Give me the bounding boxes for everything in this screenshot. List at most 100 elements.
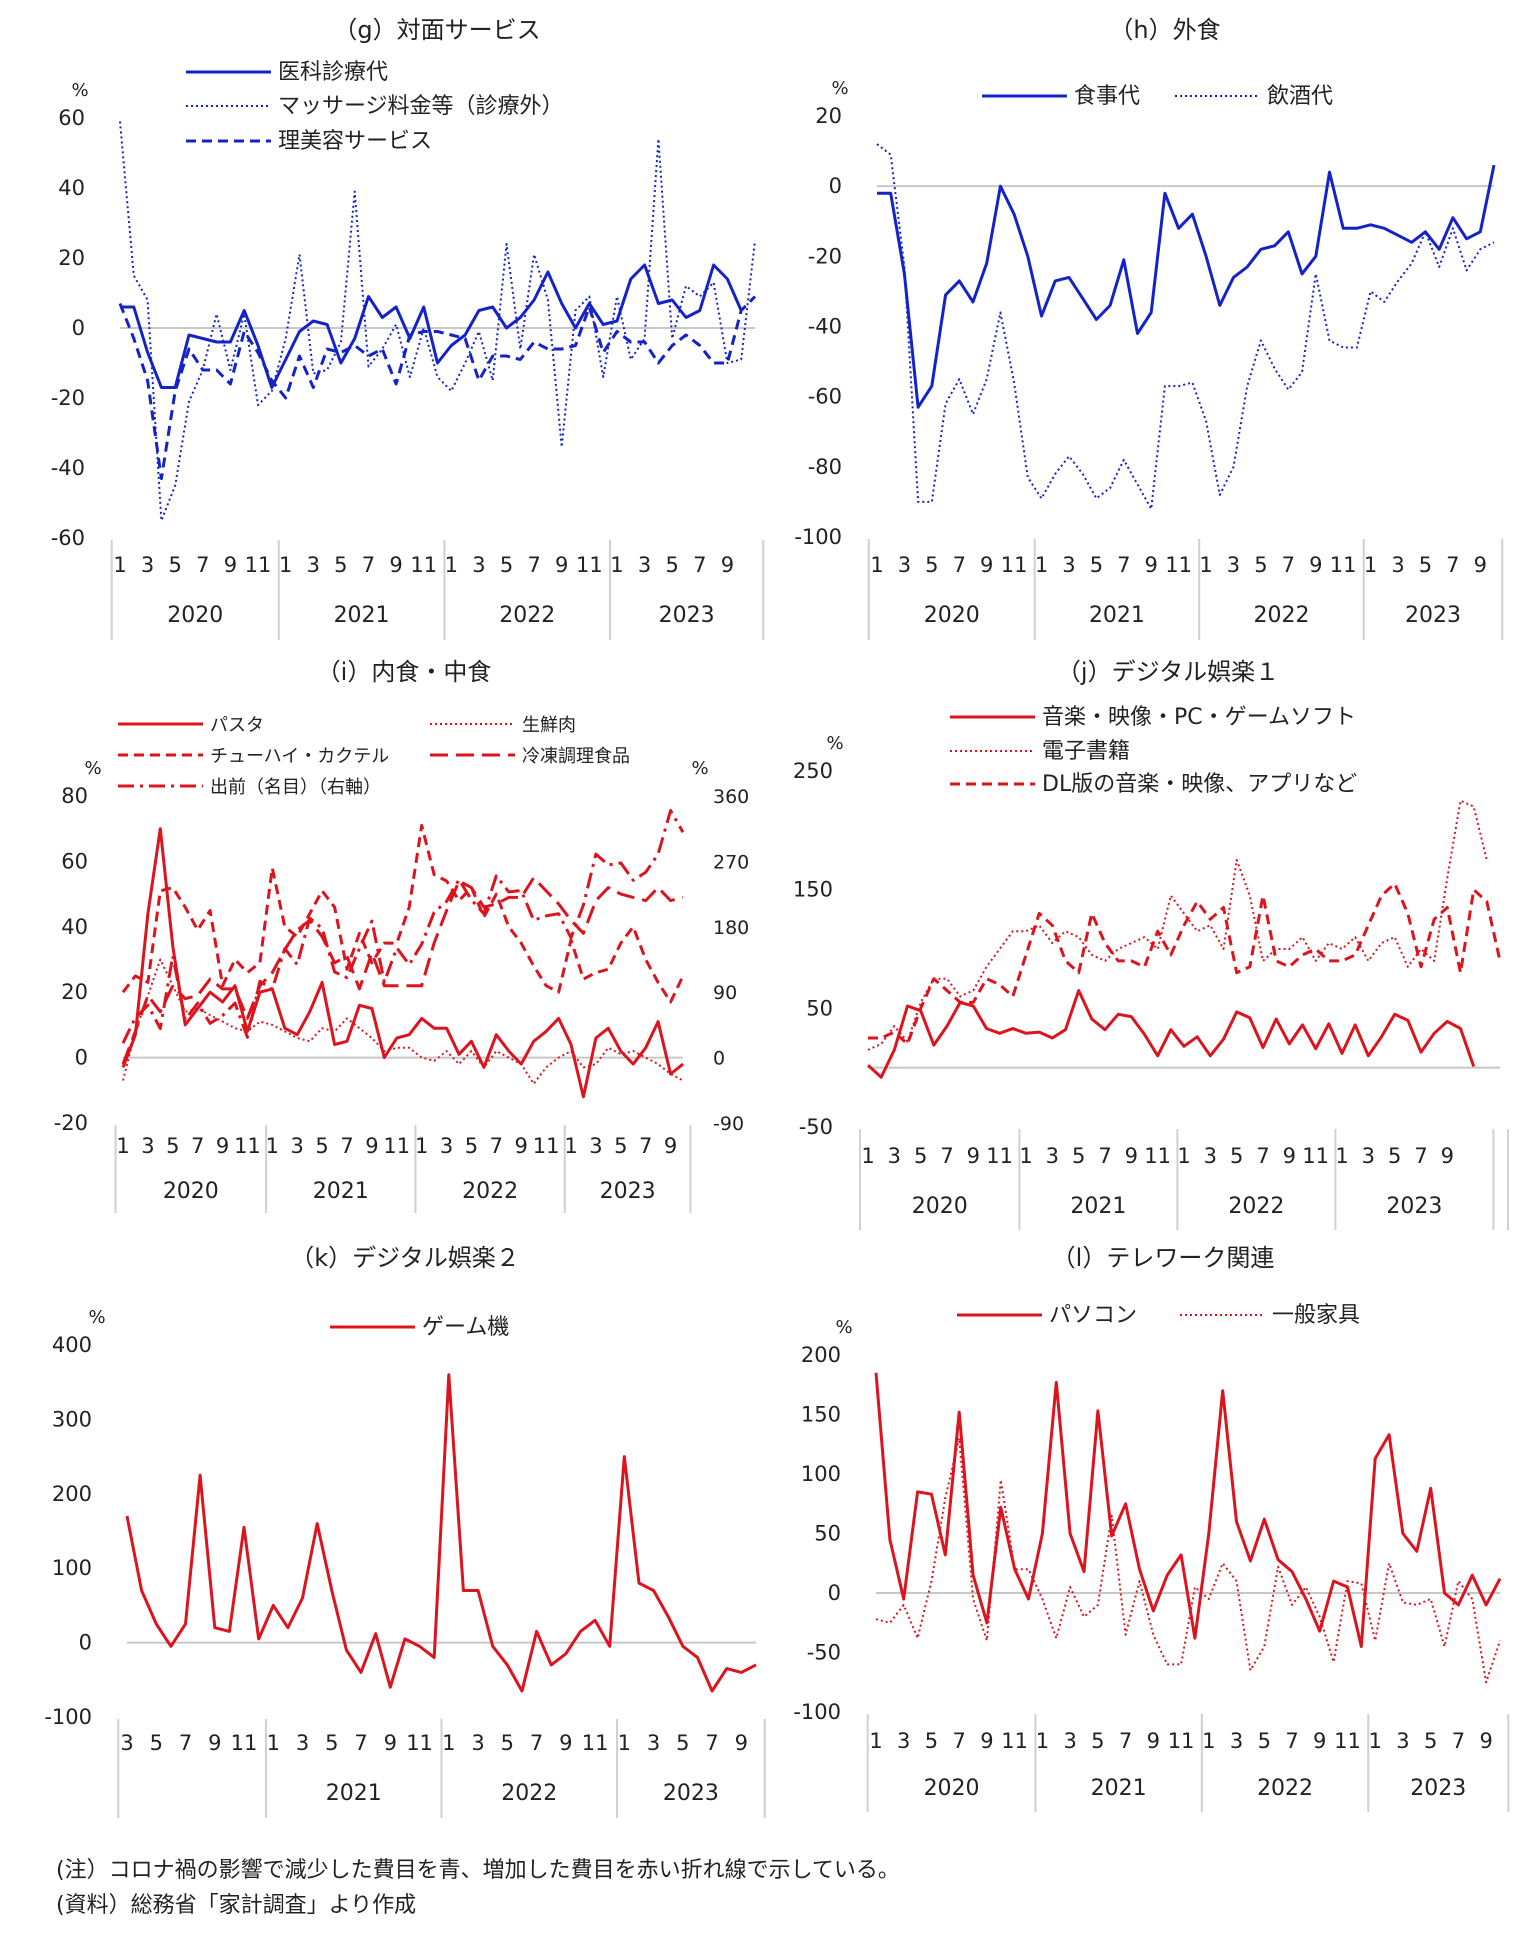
x-tick-label: 9 — [1313, 1729, 1326, 1753]
year-label: 2022 — [462, 1179, 518, 1204]
legend-label: 飲酒代 — [1267, 84, 1333, 109]
x-tick-label: 7 — [693, 553, 706, 577]
x-tick-label: 5 — [325, 1731, 338, 1755]
x-tick-label: 3 — [141, 553, 154, 577]
x-tick-label: 3 — [1063, 1729, 1076, 1753]
y-tick-label: 20 — [815, 104, 842, 128]
x-tick-label: 7 — [1256, 1144, 1269, 1168]
x-tick-label: 9 — [208, 1731, 221, 1755]
x-tick-label: 5 — [1419, 553, 1432, 577]
x-tick-label: 5 — [1388, 1144, 1401, 1168]
x-tick-label: 9 — [1479, 1729, 1492, 1753]
x-tick-label: 3 — [120, 1731, 133, 1755]
x-tick-label: 1 — [267, 1731, 280, 1755]
legend-label: 食事代 — [1074, 84, 1140, 109]
x-tick-label: 3 — [1230, 1729, 1243, 1753]
y-tick-label: 400 — [52, 1333, 92, 1357]
x-tick-label: 3 — [1391, 553, 1404, 577]
y-tick-label: 60 — [58, 106, 85, 130]
x-tick-label: 7 — [179, 1731, 192, 1755]
x-tick-label: 1 — [610, 553, 623, 577]
x-tick-label: 1 — [1177, 1144, 1190, 1168]
series-line-1 — [125, 1373, 757, 1693]
x-tick-label: 9 — [389, 553, 402, 577]
x-tick-label: 11 — [1001, 1729, 1028, 1753]
x-tick-label: 5 — [500, 553, 513, 577]
y-tick-label: -100 — [793, 1700, 841, 1724]
x-tick-label: 9 — [1309, 553, 1322, 577]
x-tick-label: 5 — [150, 1731, 163, 1755]
year-label: 2023 — [1386, 1194, 1442, 1219]
x-tick-label: 3 — [471, 1731, 484, 1755]
source-text: (資料）総務省「家計調査」より作成 — [56, 1893, 417, 1918]
y-tick-label: 100 — [52, 1556, 92, 1580]
y-tick-label: -60 — [51, 526, 85, 550]
year-label: 2020 — [924, 1776, 980, 1801]
x-tick-label: 11 — [1144, 1144, 1171, 1168]
legend-label: 理美容サービス — [278, 129, 432, 154]
y-tick-label: -20 — [54, 1111, 88, 1135]
x-tick-label: 5 — [914, 1144, 927, 1168]
x-tick-label: 3 — [647, 1731, 660, 1755]
y-tick-label: -100 — [44, 1705, 92, 1729]
chart-title: （g）対面サービス — [333, 16, 540, 44]
y-tick-label: 150 — [793, 878, 833, 902]
y-tick-label: 0 — [72, 316, 85, 340]
series-line-2 — [876, 143, 1495, 510]
x-tick-label: 1 — [870, 553, 883, 577]
y-tick-label: 60 — [61, 849, 88, 873]
chart-title: （j）デジタル娯楽１ — [1057, 658, 1279, 686]
year-label: 2023 — [659, 603, 715, 628]
x-tick-label: 5 — [166, 1134, 179, 1158]
x-tick-label: 11 — [582, 1731, 609, 1755]
y2-tick-label: 90 — [713, 982, 737, 1004]
x-tick-label: 9 — [980, 1729, 993, 1753]
x-tick-label: 11 — [1330, 553, 1357, 577]
chart-title: （h）外食 — [1109, 16, 1220, 44]
x-tick-label: 1 — [445, 553, 458, 577]
note-text: (注）コロナ禍の影響で減少した費目を青、増加した費目を赤い折れ線で示している。 — [56, 1858, 900, 1883]
y-tick-label: 0 — [75, 1046, 88, 1070]
y-tick-label: 20 — [58, 246, 85, 270]
legend-label: パソコン — [1049, 1303, 1137, 1328]
x-tick-label: 3 — [291, 1134, 304, 1158]
x-tick-label: 5 — [614, 1134, 627, 1158]
x-tick-label: 9 — [1441, 1144, 1454, 1168]
x-tick-label: 5 — [1072, 1144, 1085, 1168]
x-tick-label: 3 — [1227, 553, 1240, 577]
x-tick-label: 11 — [576, 553, 603, 577]
y-axis-unit: % — [71, 80, 88, 101]
x-tick-label: 1 — [279, 553, 292, 577]
x-tick-label: 7 — [705, 1731, 718, 1755]
year-label: 2021 — [1091, 1776, 1147, 1801]
year-label: 2020 — [912, 1194, 968, 1219]
y-tick-label: 50 — [806, 996, 833, 1020]
x-tick-label: 1 — [1019, 1144, 1032, 1168]
series-line-1 — [866, 989, 1476, 1079]
y-tick-label: -20 — [808, 244, 842, 268]
x-tick-label: 5 — [169, 553, 182, 577]
legend-label: 電子書籍 — [1042, 739, 1130, 764]
y-tick-label: -50 — [807, 1641, 841, 1665]
year-label: 2022 — [499, 603, 555, 628]
y-axis-unit: % — [84, 758, 101, 779]
x-tick-label: 7 — [340, 1134, 353, 1158]
x-tick-label: 7 — [639, 1134, 652, 1158]
series-line-1 — [121, 827, 684, 1099]
x-tick-label: 9 — [559, 1731, 572, 1755]
y-tick-label: 250 — [793, 759, 833, 783]
x-tick-label: 11 — [1001, 553, 1028, 577]
x-tick-label: 9 — [664, 1134, 677, 1158]
x-tick-label: 11 — [406, 1731, 433, 1755]
series-line-1 — [877, 164, 1496, 409]
x-tick-label: 7 — [953, 1729, 966, 1753]
x-tick-label: 3 — [888, 1144, 901, 1168]
x-tick-label: 3 — [1396, 1729, 1409, 1753]
chart-title: （i）内食・中食 — [317, 658, 492, 686]
legend-label: マッサージ料金等（診療外） — [278, 94, 564, 119]
y-axis-unit: % — [826, 733, 843, 754]
x-tick-label: 11 — [383, 1134, 410, 1158]
series-line-1 — [120, 263, 743, 389]
